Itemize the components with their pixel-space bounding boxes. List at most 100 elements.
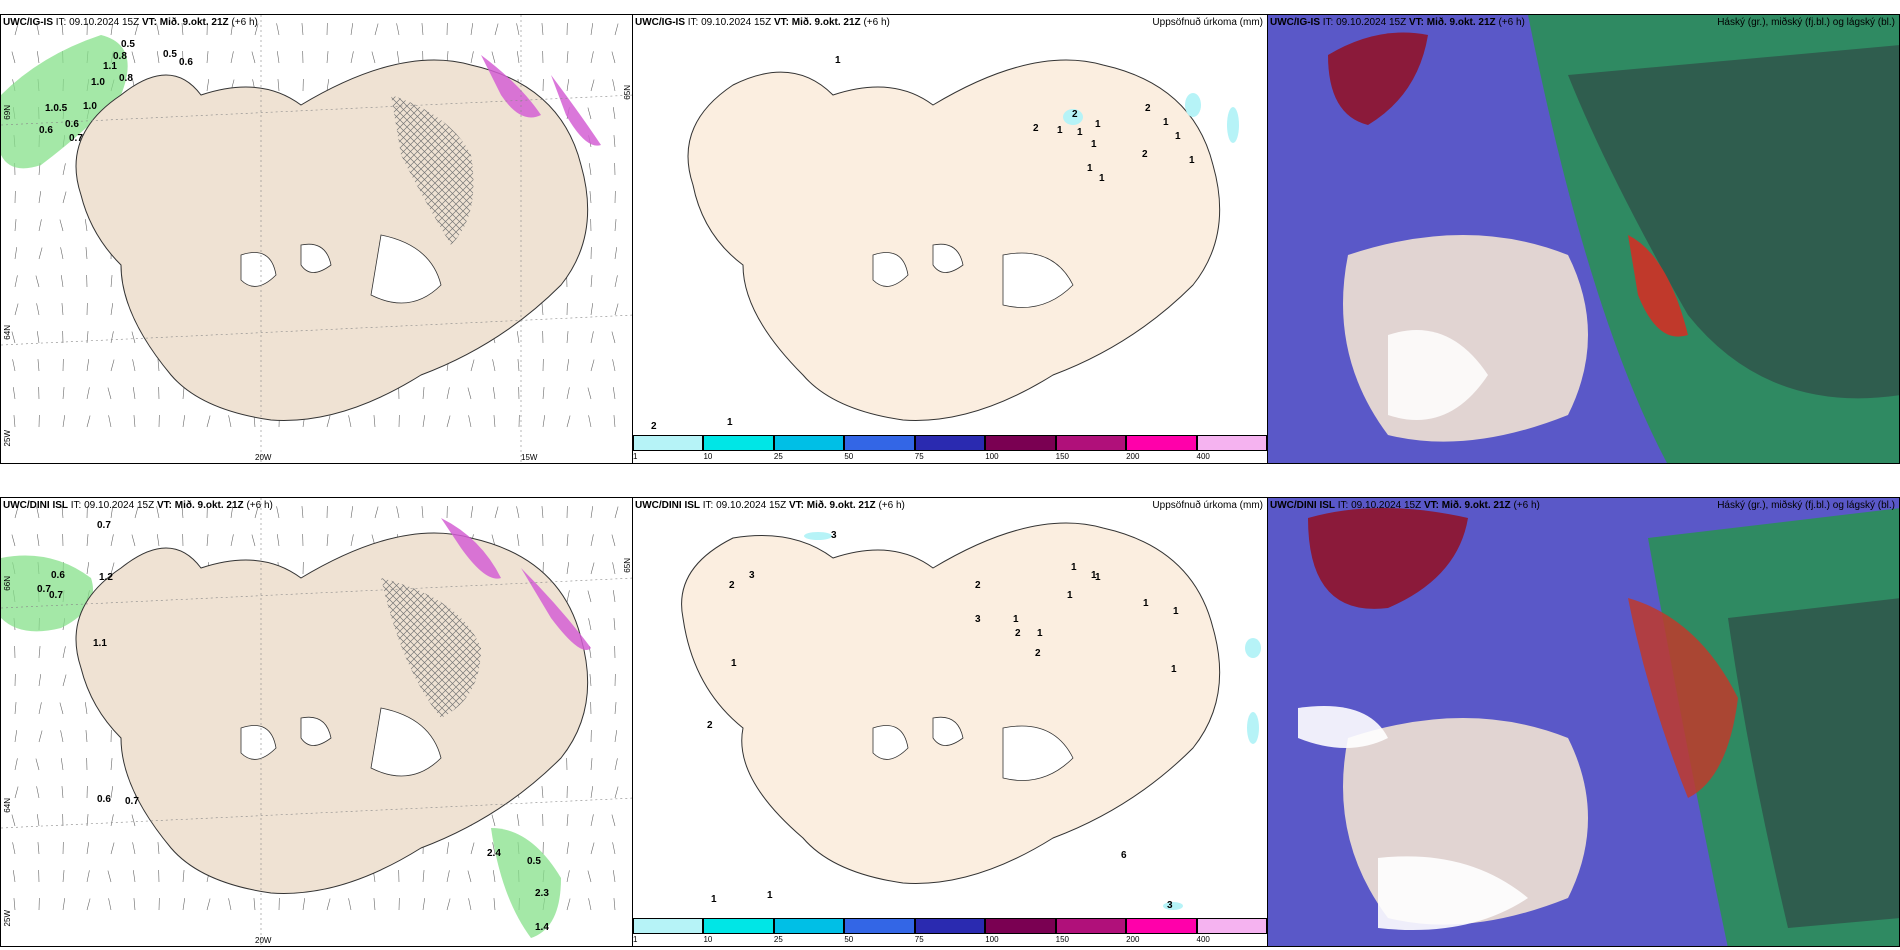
wind-barb: [61, 303, 64, 316]
wind-barb: [182, 415, 186, 428]
wind-barb: [253, 898, 256, 911]
wind-barb: [470, 842, 475, 855]
cloud-map: [1268, 498, 1899, 946]
green-precip-area: [1, 555, 93, 632]
panel-subtitle: Háský (gr.), miðský (fj.bl.) og lágský (…: [1717, 17, 1895, 28]
wind-barb: [12, 359, 16, 372]
wind-barb: [230, 51, 234, 64]
wind-barb: [566, 534, 569, 547]
wind-barb: [566, 842, 570, 855]
wind-barb: [566, 331, 569, 344]
wind-barb: [36, 814, 40, 827]
precip-label: 1: [1077, 127, 1083, 138]
color-bar-cell: 1: [633, 435, 704, 461]
wind-barb: [62, 191, 67, 204]
lat-label: 65N: [623, 85, 632, 100]
wind-barb: [422, 415, 426, 428]
wind-barb: [276, 23, 280, 36]
precip-label: 1: [1013, 614, 1019, 625]
wind-barb: [35, 758, 40, 771]
color-bar-cell: 100: [985, 435, 1056, 461]
panel-subtitle: Uppsöfnuð úrkoma (mm): [1152, 500, 1263, 511]
wind-barb: [588, 898, 592, 911]
wind-barb: [517, 359, 520, 372]
wind-barb: [61, 506, 64, 519]
wind-barb: [589, 191, 592, 204]
wind-barb: [14, 730, 18, 743]
precip-label: 2: [1142, 149, 1148, 160]
iceland-land: [687, 59, 1221, 421]
wind-barb: [86, 870, 90, 883]
wind-barb: [38, 674, 42, 687]
wind-barb: [157, 359, 160, 372]
wind-barb: [446, 387, 450, 400]
wind-barb: [350, 534, 354, 547]
wind-barb: [590, 79, 595, 92]
wind-barb: [62, 387, 65, 400]
wind-barb: [62, 870, 65, 883]
wind-barb: [14, 275, 18, 288]
color-bar: 1 10 25 50 75 100 150 200 400: [633, 435, 1267, 461]
wind-barb: [516, 534, 520, 547]
wind-barb: [86, 562, 90, 575]
wind-barb: [86, 387, 90, 400]
panel-title: UWC/DINI ISL IT: 09.10.2024 15Z VT: Mið.…: [3, 500, 273, 511]
wind-barb: [374, 506, 379, 519]
precip-map: [687, 59, 1239, 421]
wind-barb: [86, 898, 91, 911]
wind-barb: [11, 331, 16, 344]
wind-barb: [590, 331, 594, 344]
contour-label: 0.5: [527, 856, 541, 867]
wind-barb: [587, 870, 592, 883]
lon-label: 25W: [3, 910, 12, 927]
wind-barb: [516, 506, 520, 519]
wind-barb: [134, 506, 139, 519]
iceland-land: [75, 59, 589, 421]
wind-barb: [37, 842, 40, 855]
precip-label: 1: [1163, 117, 1169, 128]
wind-barb: [84, 702, 88, 715]
wind-barb: [86, 415, 91, 428]
precip-label: 1: [727, 417, 733, 428]
contour-label: 1.2: [99, 572, 113, 583]
contour-label: 0.7: [97, 520, 111, 531]
wind-barb: [110, 534, 114, 547]
wind-barb: [14, 23, 19, 36]
wind-barb: [86, 359, 90, 372]
wind-barb: [588, 415, 592, 428]
wind-barb: [590, 23, 594, 36]
wind-barb: [11, 51, 16, 64]
wind-barb: [396, 506, 400, 519]
precip-label: 1: [1071, 562, 1077, 573]
wind-barb: [421, 23, 424, 36]
precip-label: 2: [729, 580, 735, 591]
wind-barb: [566, 51, 569, 64]
contour-label: 0.6: [39, 125, 53, 136]
color-bar-cell: 150: [1055, 918, 1127, 944]
panel-title: UWC/IG-IS IT: 09.10.2024 15Z VT: Mið. 9.…: [635, 17, 890, 28]
wind-barb: [12, 842, 16, 855]
wind-barb: [13, 415, 16, 428]
wind-barb: [590, 786, 594, 799]
color-bar-cell: 150: [1055, 435, 1127, 461]
wind-barb: [590, 275, 593, 288]
wind-barb: [446, 870, 450, 883]
contour-label: 2.3: [535, 888, 549, 899]
wind-barb: [206, 534, 209, 547]
cloud-panel-top: UWC/IG-IS IT: 09.10.2024 15Z VT: Mið. 9.…: [1267, 14, 1900, 464]
precip-label: 1: [1173, 606, 1179, 617]
precip-panel-top: UWC/IG-IS IT: 09.10.2024 15Z VT: Mið. 9.…: [632, 14, 1268, 464]
wind-barb: [492, 387, 496, 400]
wind-barb: [566, 814, 569, 827]
wind-barb: [421, 506, 424, 519]
wind-barb: [516, 23, 520, 36]
wind-barb: [492, 842, 496, 855]
wind-barb: [60, 730, 64, 743]
wind-barb: [276, 506, 280, 519]
wind-barb: [566, 415, 571, 428]
wind-panel-top: UWC/IG-IS IT: 09.10.2024 15Z VT: Mið. 9.…: [0, 14, 633, 464]
lon-label: 20W: [255, 936, 272, 945]
panel-title: UWC/DINI ISL IT: 09.10.2024 15Z VT: Mið.…: [635, 500, 905, 511]
wind-barb: [60, 275, 64, 288]
wind-barb: [156, 23, 160, 36]
